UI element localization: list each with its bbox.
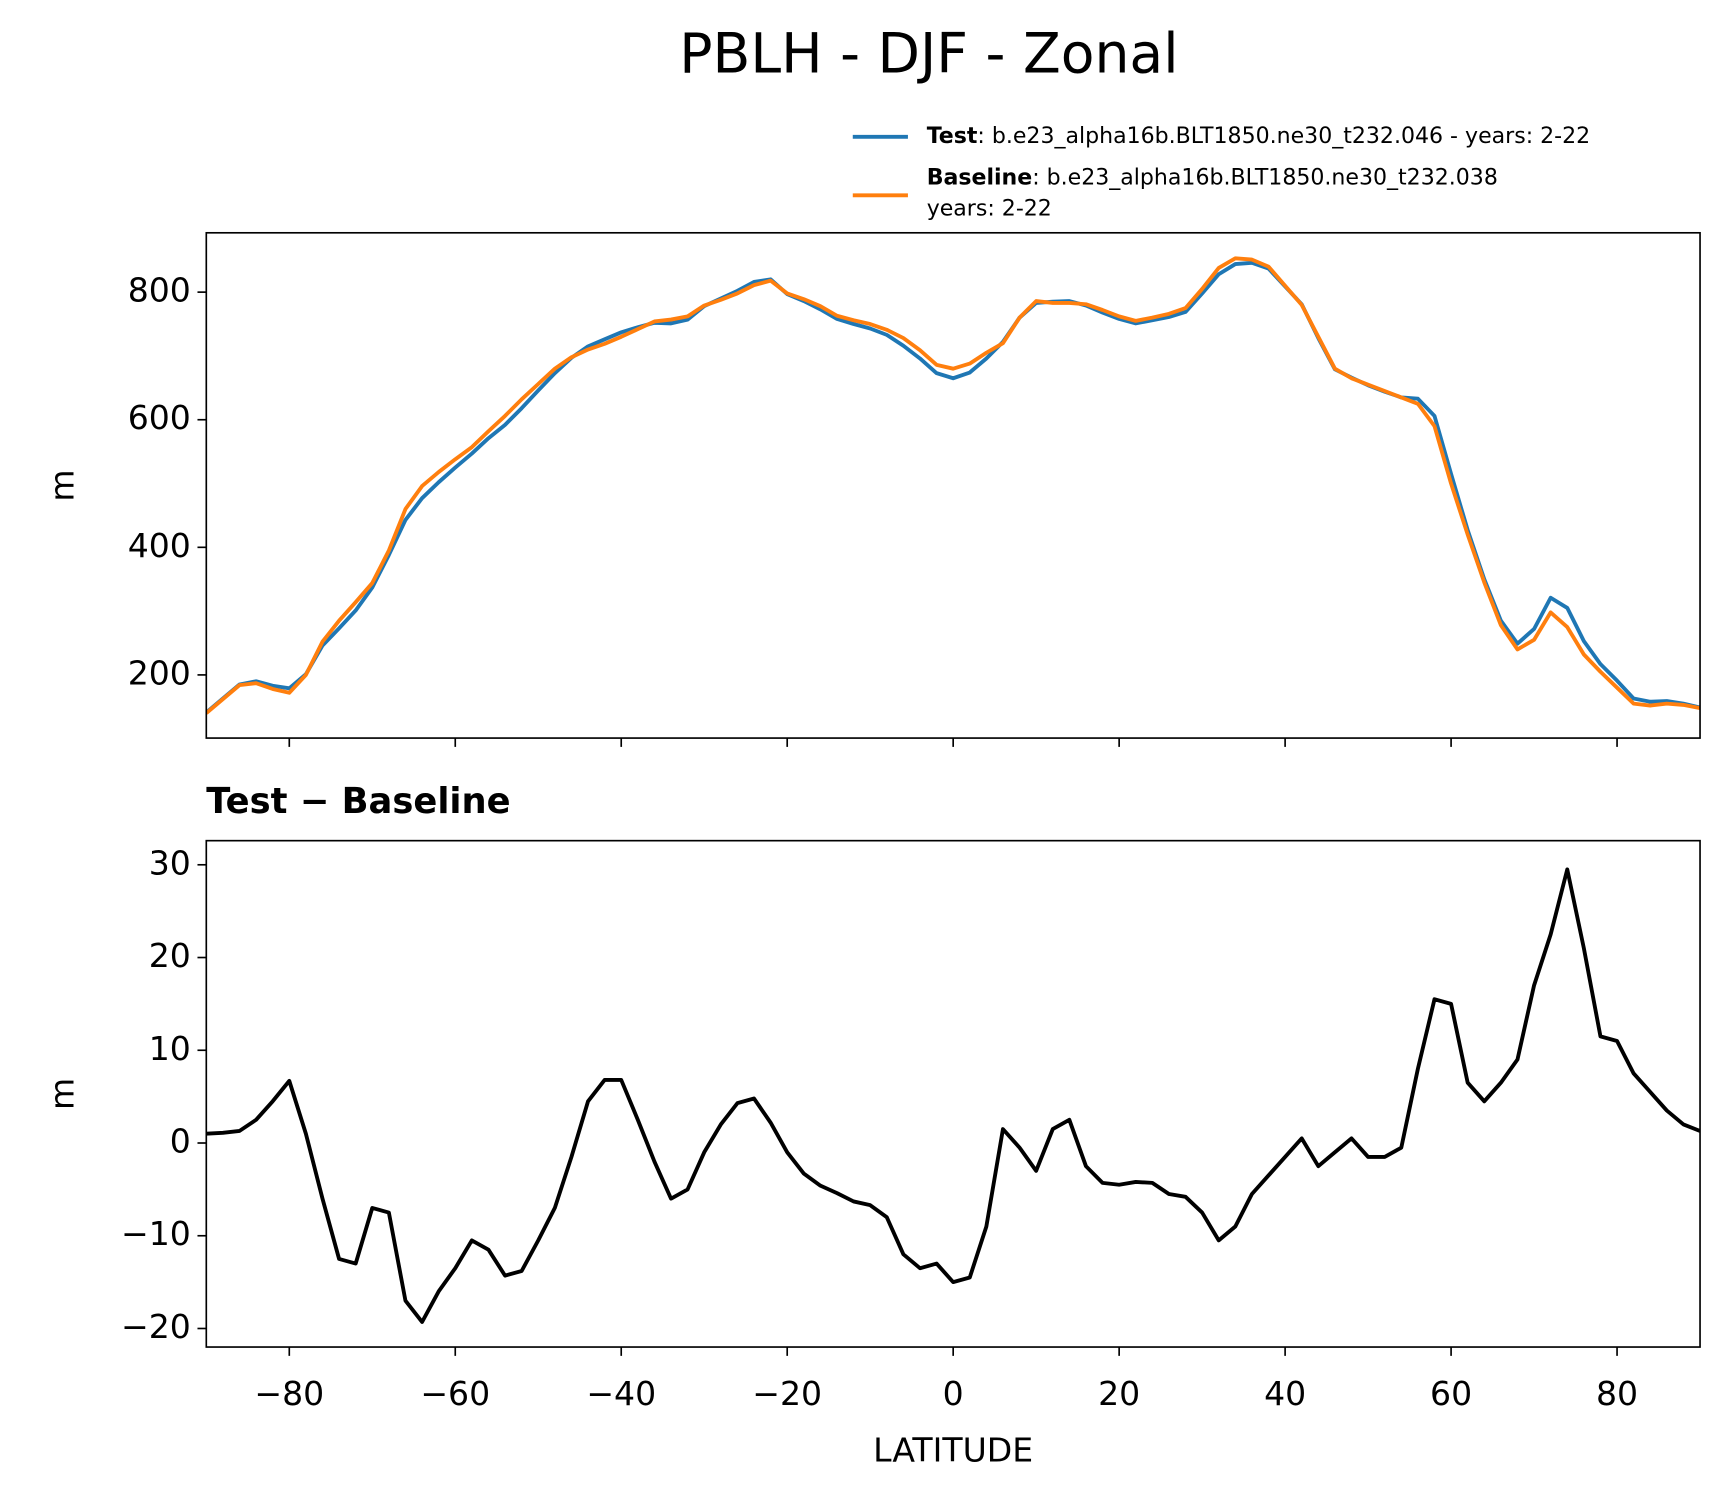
y-tick-label: 10 bbox=[149, 1029, 191, 1068]
data-line bbox=[206, 256, 1701, 715]
y-tick-label: 400 bbox=[128, 526, 191, 565]
legend-desc: : b.e23_alpha16b.BLT1850.ne30_t232.038 bbox=[1032, 166, 1498, 191]
x-tick-label: 80 bbox=[1596, 1374, 1638, 1413]
x-tick-label: 20 bbox=[1098, 1374, 1140, 1413]
x-axis-label: LATITUDE bbox=[873, 1430, 1033, 1469]
legend-label-line: years: 2-22 bbox=[927, 197, 1052, 222]
y-tick-label: 200 bbox=[128, 653, 191, 692]
x-tick-label: −40 bbox=[586, 1374, 656, 1413]
plot-frame bbox=[205, 231, 1701, 739]
y-tick-label: 20 bbox=[149, 936, 191, 975]
y-axis-label: m bbox=[42, 469, 81, 501]
plot-frame bbox=[205, 839, 1701, 1348]
legend-name: Test bbox=[927, 124, 978, 149]
x-tick-label: 0 bbox=[943, 1374, 964, 1413]
x-tick-label: 40 bbox=[1264, 1374, 1306, 1413]
x-tick-label: 60 bbox=[1430, 1374, 1472, 1413]
y-tick-label: −10 bbox=[121, 1214, 191, 1253]
legend-label: Baseline: b.e23_alpha16b.BLT1850.ne30_t2… bbox=[927, 166, 1498, 191]
data-line bbox=[206, 867, 1701, 1324]
x-tick-label: −80 bbox=[254, 1374, 324, 1413]
legend-name: Baseline bbox=[927, 166, 1033, 191]
data-line bbox=[206, 260, 1701, 715]
panel-title: Test − Baseline bbox=[206, 781, 510, 822]
legend-desc: : b.e23_alpha16b.BLT1850.ne30_t232.046 -… bbox=[977, 124, 1590, 149]
y-tick-label: −20 bbox=[121, 1307, 191, 1346]
y-tick-label: 30 bbox=[149, 843, 191, 882]
y-axis-label: m bbox=[42, 1078, 81, 1110]
y-tick-label: 0 bbox=[170, 1122, 191, 1161]
x-tick-label: −20 bbox=[752, 1374, 822, 1413]
x-tick-label: −60 bbox=[420, 1374, 490, 1413]
figure-title: PBLH - DJF - Zonal bbox=[679, 23, 1178, 87]
y-tick-label: 600 bbox=[128, 398, 191, 437]
legend-label: Test: b.e23_alpha16b.BLT1850.ne30_t232.0… bbox=[927, 124, 1590, 149]
y-tick-label: 800 bbox=[128, 271, 191, 310]
